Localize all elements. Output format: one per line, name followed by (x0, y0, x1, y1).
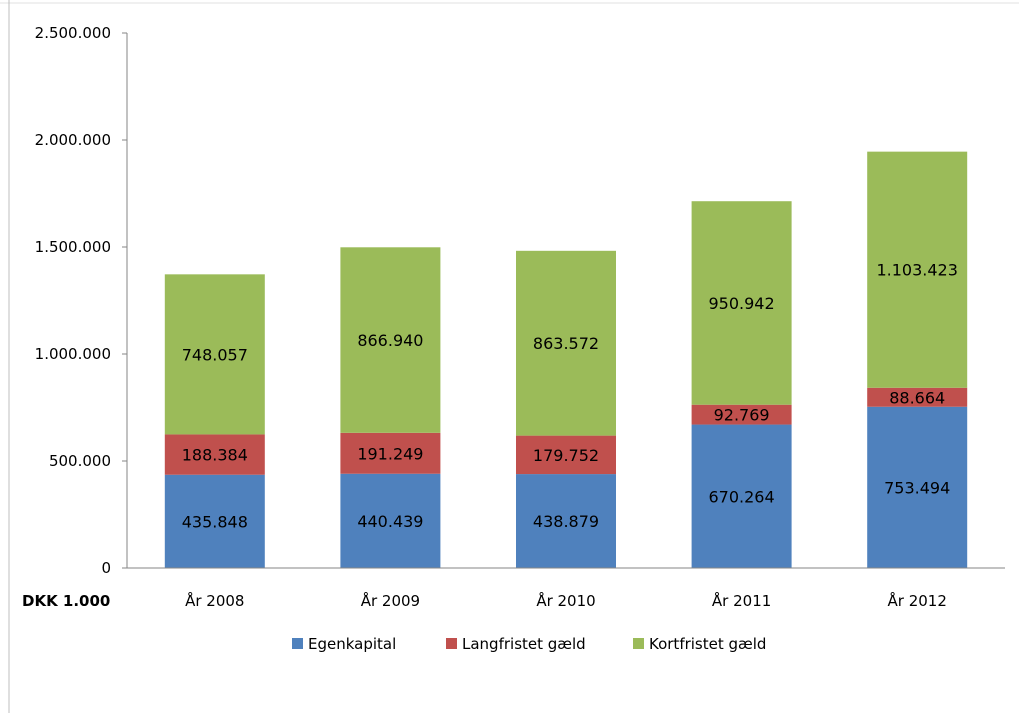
data-labels-layer: 435.848 188.384 748.057 440.439 191.249 866.9… (182, 261, 958, 532)
bar-segment (691, 424, 792, 568)
bar-segment (516, 250, 616, 436)
data-label: 866.940 (357, 331, 423, 350)
y-tick-label: 0 (101, 559, 111, 577)
bar-segment (691, 201, 792, 405)
y-tick-label: 1.500.000 (35, 238, 111, 256)
bar-segment (867, 151, 968, 388)
bar-segment (340, 247, 441, 433)
data-label: 950.942 (709, 294, 775, 313)
x-category-label: År 2009 (361, 591, 420, 610)
legend: Egenkapital Langfristet gæld Kortfristet g… (292, 635, 766, 653)
bar-segment (516, 474, 616, 568)
legend-label: Kortfristet gæld (649, 635, 766, 653)
data-label: 670.264 (709, 487, 775, 506)
x-category-label: År 2011 (712, 591, 771, 610)
data-label: 753.494 (884, 478, 950, 497)
data-label: 179.752 (533, 446, 599, 465)
data-label: 191.249 (357, 444, 423, 463)
unit-label: DKK 1.000 (22, 592, 110, 610)
data-label: 440.439 (357, 512, 423, 531)
legend-label: Langfristet gæld (462, 635, 586, 653)
bars-layer (164, 151, 968, 568)
bar-segment (867, 387, 968, 407)
bar-segment (867, 406, 968, 568)
y-tick-label: 2.000.000 (35, 131, 111, 149)
legend-swatch (633, 638, 644, 649)
data-label: 438.879 (533, 512, 599, 531)
bar-segment (691, 404, 792, 425)
data-label: 188.384 (182, 446, 248, 465)
bar-segment (164, 434, 265, 475)
bar-segment (340, 473, 441, 568)
x-category-label: År 2008 (185, 591, 244, 610)
x-category-label: År 2010 (536, 591, 595, 610)
legend-label: Egenkapital (308, 635, 396, 653)
y-axis-ticks: 0 500.000 1.000.000 1.500.000 2.000.000 2.500… (35, 24, 127, 577)
data-label: 435.848 (182, 512, 248, 531)
data-label: 92.769 (714, 406, 770, 425)
y-tick-label: 500.000 (49, 452, 111, 470)
data-label: 748.057 (182, 345, 248, 364)
x-category-label: År 2012 (888, 591, 947, 610)
y-tick-label: 1.000.000 (35, 345, 111, 363)
data-label: 88.664 (889, 388, 945, 407)
legend-swatch (292, 638, 303, 649)
bar-segment (164, 274, 265, 435)
y-tick-label: 2.500.000 (35, 24, 111, 42)
data-label: 1.103.423 (876, 261, 957, 280)
data-label: 863.572 (533, 334, 599, 353)
bar-segment (164, 474, 265, 568)
legend-swatch (446, 638, 457, 649)
x-axis-categories: År 2008 År 2009 År 2010 År 2011 År 2012 (185, 591, 947, 610)
bar-segment (516, 435, 616, 475)
bar-segment (340, 432, 441, 474)
